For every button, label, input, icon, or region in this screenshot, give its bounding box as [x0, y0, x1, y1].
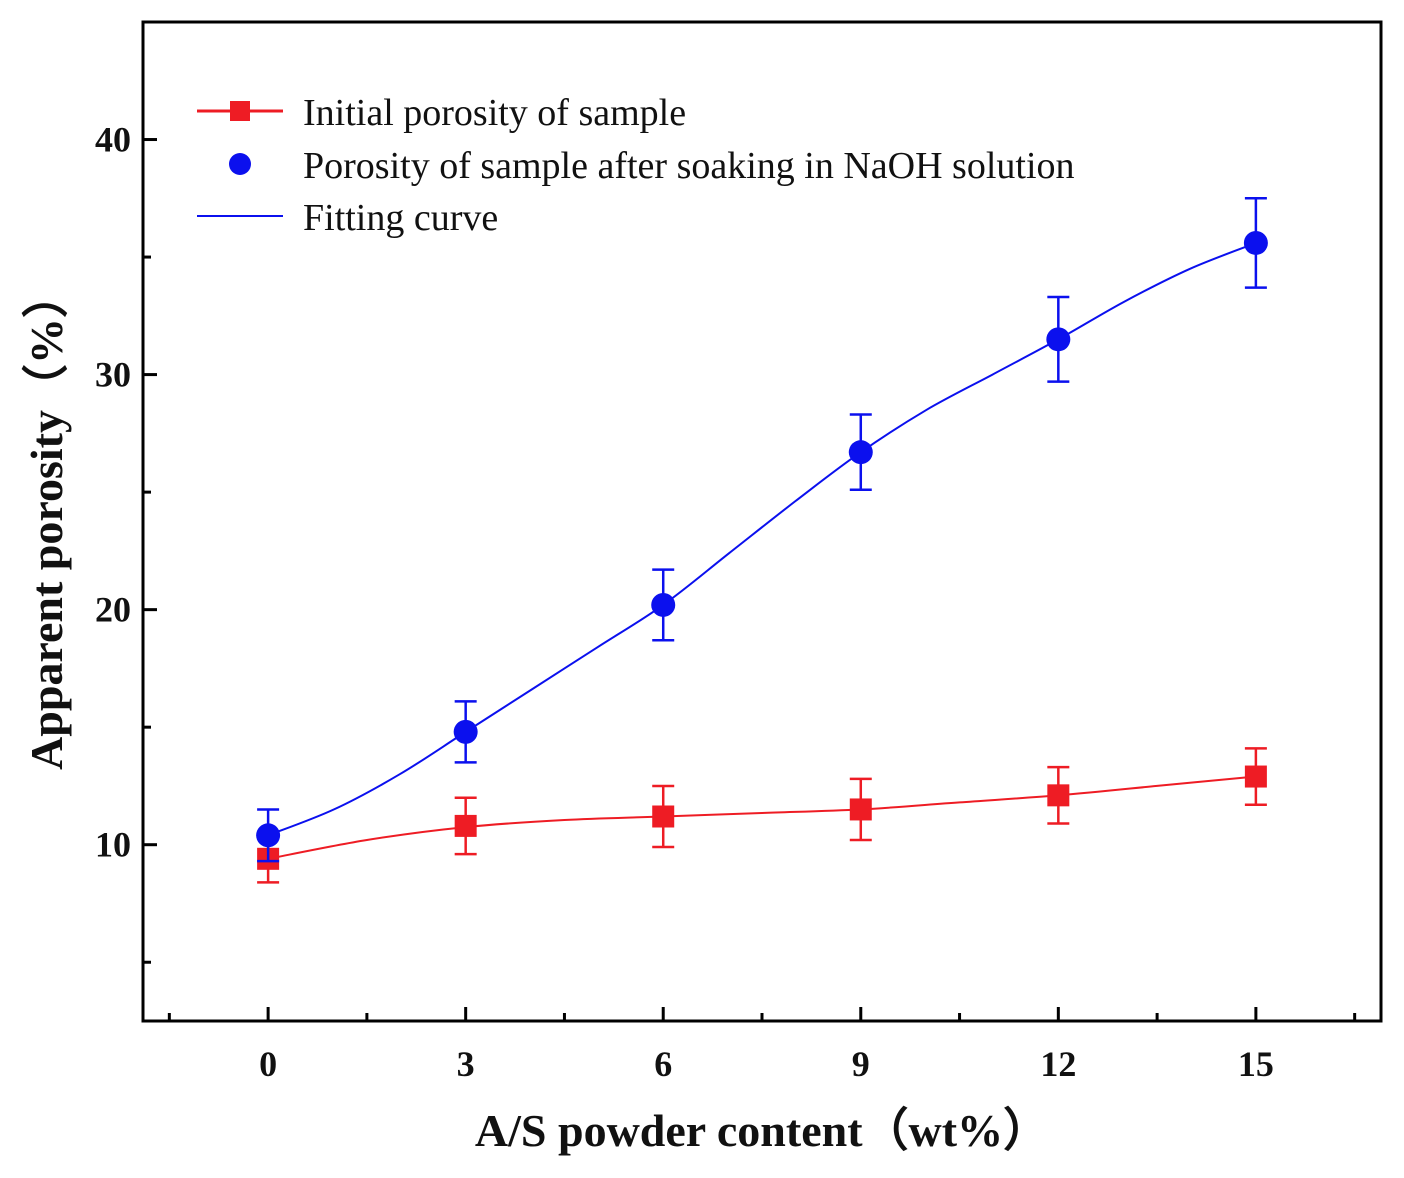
data-point-naoh [848, 440, 873, 465]
legend-label-naoh: Porosity of sample after soaking in NaOH… [303, 145, 1075, 187]
data-point-naoh [453, 719, 478, 744]
data-point-naoh [1046, 327, 1071, 352]
y-axis-title: Apparent porosity（%） [21, 272, 72, 770]
data-point-naoh [256, 823, 281, 848]
legend-marker-initial [230, 101, 250, 121]
fit-curve-initial [267, 775, 1256, 860]
data-point-initial [454, 814, 477, 837]
axis-ticks: 0 3 6 9 12 15 10 20 30 40 [95, 120, 1357, 1084]
x-tick-label: 9 [852, 1044, 870, 1084]
x-tick-label: 12 [1040, 1044, 1076, 1084]
x-tick-label: 15 [1238, 1044, 1274, 1084]
series-naoh [256, 197, 1268, 863]
x-tick-label: 3 [457, 1044, 475, 1084]
data-point-initial [849, 798, 872, 821]
legend-marker-naoh [229, 153, 251, 175]
y-tick-label: 30 [95, 355, 131, 395]
data-point-initial [652, 805, 675, 828]
x-tick-label: 6 [654, 1044, 672, 1084]
fit-curve-naoh [267, 242, 1257, 837]
legend-item-fit: Fitting curve [197, 197, 498, 239]
legend-label-fit: Fitting curve [303, 197, 498, 239]
data-point-naoh [651, 592, 676, 617]
legend-label-initial: Initial porosity of sample [303, 92, 686, 134]
y-tick-label: 20 [95, 590, 131, 630]
series-group [256, 197, 1268, 884]
x-axis-title: A/S powder content（wt%） [475, 1105, 1049, 1156]
data-point-naoh [1243, 230, 1268, 255]
y-tick-label: 40 [95, 120, 131, 160]
data-point-initial [1047, 784, 1070, 807]
legend-item-naoh: Porosity of sample after soaking in NaOH… [229, 145, 1075, 187]
y-tick-label: 10 [95, 825, 131, 865]
data-point-initial [1244, 765, 1267, 788]
legend-item-initial: Initial porosity of sample [197, 92, 686, 134]
legend: Initial porosity of sample Porosity of s… [197, 92, 1075, 239]
x-tick-label: 0 [259, 1044, 277, 1084]
